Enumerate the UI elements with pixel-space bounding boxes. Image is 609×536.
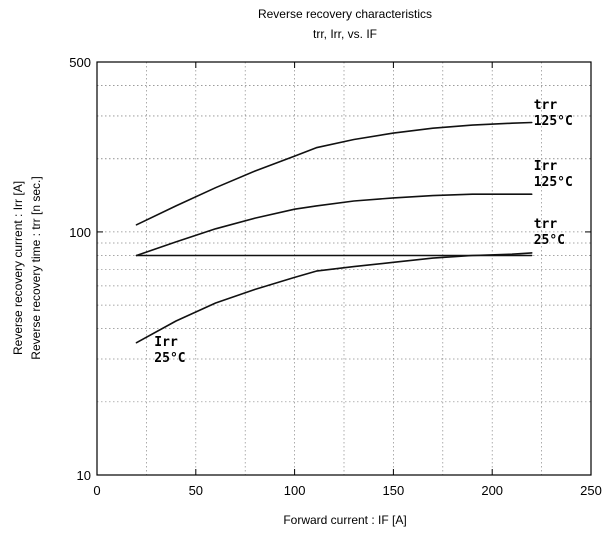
y-axis-label-current: Reverse recovery current : Irr [A] [11,181,25,355]
curve-label: Irr 25°C [154,335,185,366]
curve-label: Irr 125°C [534,159,573,190]
series-line [135,252,533,344]
x-axis-label: Forward current : IF [A] [283,513,406,527]
y-tick-label: 10 [77,468,91,483]
annotation-group: trr 125°C Irr 125°C trr 25°C Irr 25°C [154,98,573,366]
y-tick-label: 500 [69,55,91,70]
tick-group: 0 50 100 150 200 250 10 100 500 [69,55,602,498]
x-tick-label: 0 [93,483,100,498]
x-tick-label: 200 [481,483,503,498]
y-axis-label-time: Reverse recovery time : trr [n sec.] [29,176,43,359]
x-tick-label: 50 [189,483,203,498]
series-line [135,121,533,226]
grid [97,62,591,475]
series-group [135,121,533,344]
plot-frame [96,61,592,476]
y-tick-label: 100 [69,225,91,240]
x-tick-label: 250 [580,483,602,498]
chart-subtitle: trr, Irr, vs. IF [313,27,377,41]
curve-label: trr 25°C [534,217,565,248]
x-tick-label: 100 [284,483,306,498]
series-line [135,193,533,257]
x-tick-label: 150 [383,483,405,498]
curve-label: trr 125°C [534,98,573,129]
chart-title: Reverse recovery characteristics [258,7,432,21]
